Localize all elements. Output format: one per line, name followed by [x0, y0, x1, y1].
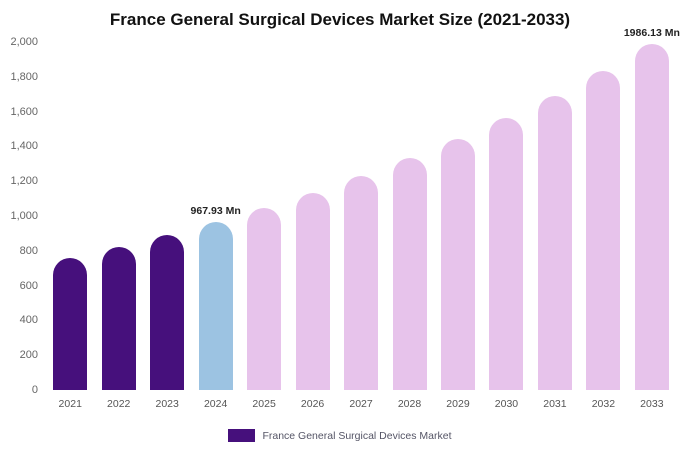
y-axis-tick: 2,000 — [10, 36, 38, 48]
bar-column: 2031 — [531, 42, 579, 410]
bar-column: 2021 — [46, 42, 94, 410]
bar-column: 2022 — [94, 42, 142, 410]
bar-column: 2028 — [385, 42, 433, 410]
x-axis-label: 2024 — [203, 398, 228, 410]
legend[interactable]: France General Surgical Devices Market — [0, 429, 680, 442]
bar-column: 2032 — [579, 42, 627, 410]
plot-area: 2021 2022 2023 967.93 Mn 2024 2025 2026 2027 202… — [46, 27, 680, 410]
bar-2030 — [489, 118, 524, 390]
bar-column: 2030 — [482, 42, 530, 410]
bar-column: 2023 — [143, 42, 191, 410]
y-axis-tick: 0 — [31, 384, 38, 396]
bar-2033: 1986.13 Mn — [624, 27, 680, 390]
bar-2022 — [101, 246, 136, 390]
x-axis-label: 2021 — [58, 398, 82, 410]
bar-2023 — [150, 235, 185, 390]
x-axis-label: 2033 — [640, 398, 664, 410]
bar-2028 — [392, 158, 427, 390]
bar-column: 2025 — [240, 42, 288, 410]
y-axis-tick: 200 — [19, 349, 38, 362]
chart-title: France General Surgical Devices Market S… — [109, 10, 571, 29]
legend-swatch — [228, 429, 256, 442]
x-axis-label: 2022 — [107, 398, 131, 410]
bar-column: 2026 — [288, 42, 336, 410]
x-axis-label: 2027 — [349, 398, 373, 410]
x-axis-label: 2025 — [252, 398, 276, 410]
y-axis-tick: 1,600 — [10, 105, 38, 118]
x-axis-label: 2031 — [543, 398, 567, 410]
x-axis-label: 2032 — [591, 398, 616, 410]
bar-2032 — [586, 71, 621, 390]
y-axis-tick: 1,200 — [10, 175, 38, 188]
x-axis-label: 2029 — [446, 398, 470, 410]
bar-2021 — [53, 257, 88, 390]
y-axis-tick: 400 — [19, 314, 38, 327]
bar-2031 — [537, 95, 572, 390]
y-axis-tick: 600 — [19, 279, 38, 292]
bar-2027 — [344, 176, 379, 390]
bar-column: 2027 — [337, 42, 385, 410]
legend-label: France General Surgical Devices Market — [262, 429, 452, 442]
bar-column: 2029 — [434, 42, 482, 410]
plot-wrap: 0 200 400 600 800 1,000 1,200 1,400 1,600 1,800 2,… — [0, 27, 680, 410]
y-axis-tick: 1,400 — [10, 140, 38, 153]
bar-column: 1986.13 Mn 2033 — [624, 27, 680, 410]
x-axis-label: 2030 — [494, 398, 519, 410]
bar-value-label: 967.93 Mn — [190, 204, 241, 217]
bar-2029 — [440, 139, 475, 390]
bar-column: 967.93 Mn 2024 — [191, 42, 241, 410]
y-axis-tick: 1,800 — [10, 70, 38, 83]
x-axis-label: 2023 — [155, 398, 179, 410]
bar-2025 — [247, 207, 282, 390]
y-axis: 0 200 400 600 800 1,000 1,200 1,400 1,600 1,800 2,… — [0, 36, 44, 396]
bar-value-label: 1986.13 Mn — [623, 27, 680, 40]
x-axis-label: 2026 — [300, 398, 325, 410]
bar-2026 — [295, 192, 330, 390]
x-axis-label: 2028 — [397, 398, 422, 410]
y-axis-tick: 1,000 — [10, 210, 38, 222]
y-axis-tick: 800 — [19, 244, 38, 257]
bar-2024: 967.93 Mn — [191, 205, 241, 390]
